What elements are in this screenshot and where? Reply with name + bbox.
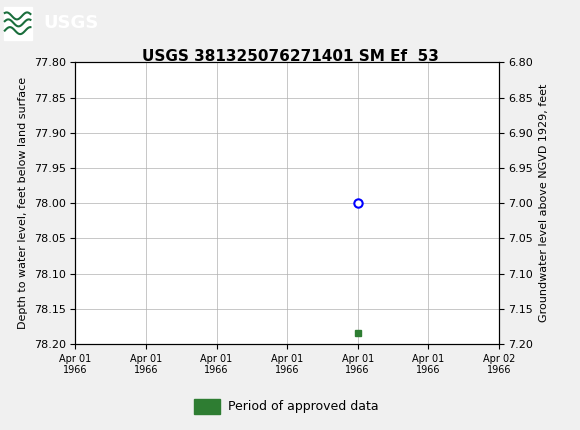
Text: USGS: USGS [44,14,99,31]
Bar [194,399,220,414]
Y-axis label: Groundwater level above NGVD 1929, feet: Groundwater level above NGVD 1929, feet [539,84,549,322]
Text: Period of approved data: Period of approved data [227,400,378,413]
Bar [3,7,32,40]
Text: USGS 381325076271401 SM Ef  53: USGS 381325076271401 SM Ef 53 [142,49,438,64]
Y-axis label: Depth to water level, feet below land surface: Depth to water level, feet below land su… [18,77,28,329]
